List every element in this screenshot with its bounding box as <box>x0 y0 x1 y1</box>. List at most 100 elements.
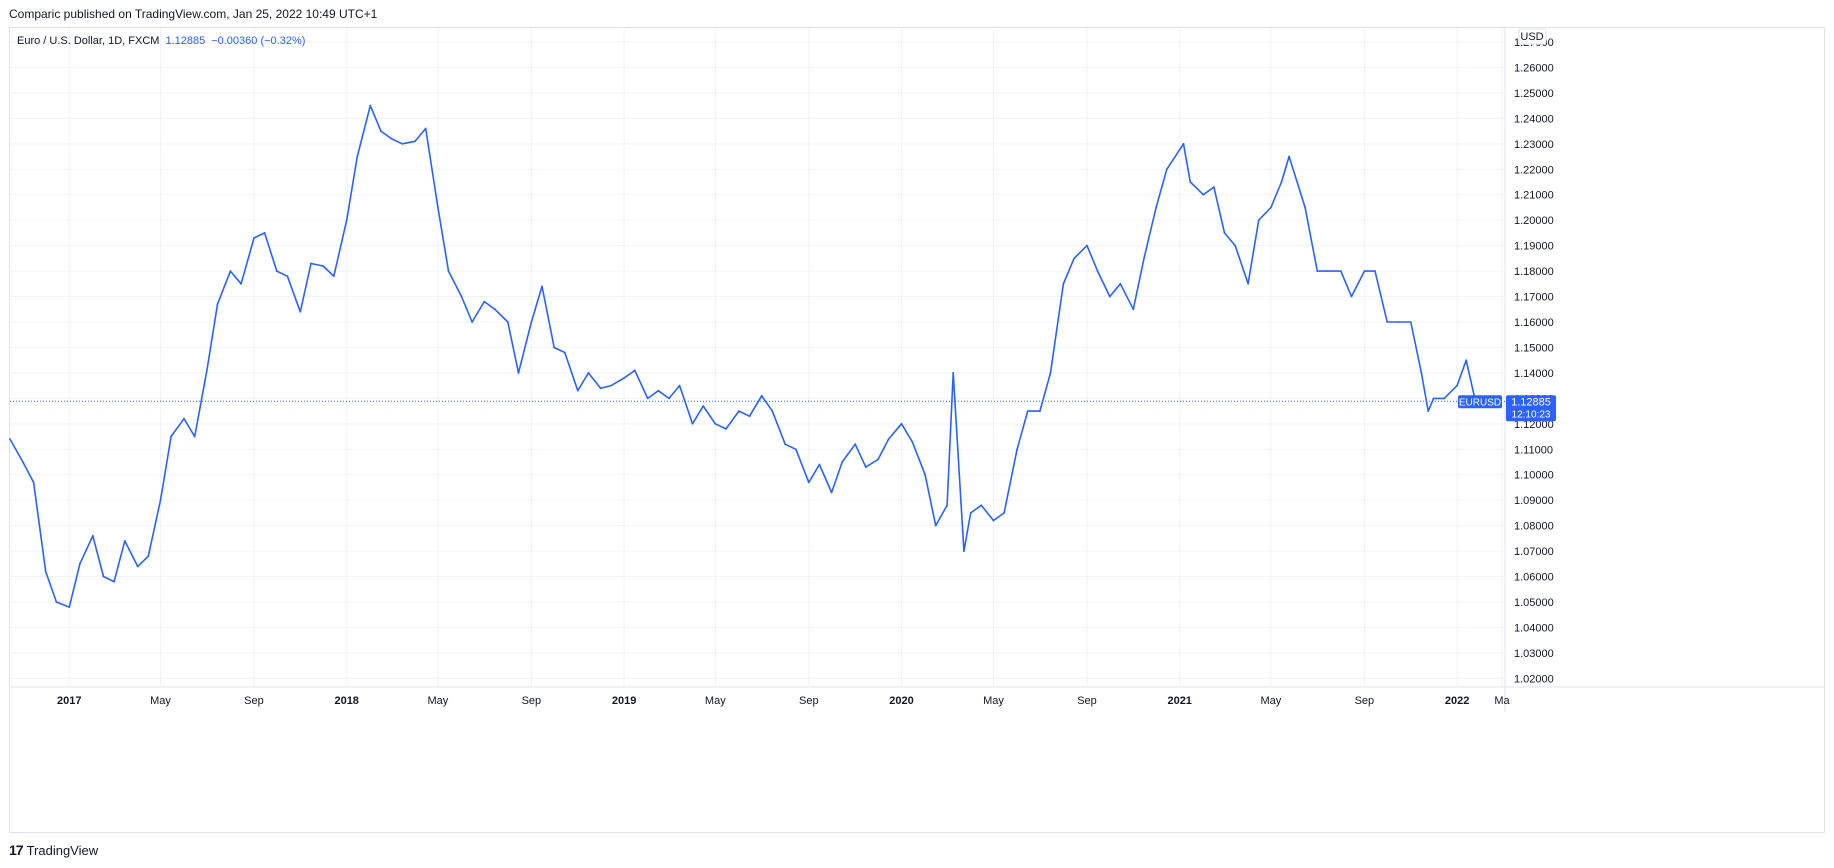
data-point <box>956 448 959 451</box>
data-point <box>678 384 681 387</box>
data-point <box>1420 372 1423 374</box>
data-point <box>946 504 948 507</box>
data-point <box>1386 321 1389 323</box>
x-tick-label: Sep <box>799 695 819 707</box>
data-point <box>807 481 810 484</box>
data-point <box>657 389 660 392</box>
data-point <box>760 394 763 397</box>
data-point <box>1119 282 1122 285</box>
tradingview-logo[interactable]: 17 TradingView <box>9 842 98 858</box>
data-point <box>1443 397 1446 400</box>
data-point <box>1350 295 1353 298</box>
data-point <box>530 321 533 323</box>
data-point <box>275 270 278 272</box>
chart-legend: Euro / U.S. Dollar, 1D, FXCM 1.12885 −0.… <box>17 35 305 47</box>
data-point <box>22 461 24 463</box>
x-tick-label: 2021 <box>1167 695 1191 707</box>
data-point <box>1288 155 1290 158</box>
data-point <box>68 606 71 608</box>
data-point <box>1202 193 1205 196</box>
data-point <box>345 219 348 222</box>
y-tick-label: 1.24000 <box>1514 113 1554 125</box>
data-point <box>911 440 914 443</box>
data-point <box>963 550 965 552</box>
data-point <box>623 377 625 379</box>
data-point <box>725 428 727 430</box>
data-point <box>1427 410 1430 412</box>
data-point <box>1304 206 1306 209</box>
series-layer <box>9 104 1505 608</box>
data-point <box>437 206 439 209</box>
data-point <box>1189 181 1192 183</box>
y-tick-label: 1.08000 <box>1514 521 1554 533</box>
y-tick-label: 1.12000 <box>1514 419 1554 431</box>
data-point <box>356 155 359 158</box>
data-point <box>1132 308 1135 311</box>
y-tick-label: 1.25000 <box>1514 88 1554 100</box>
data-point <box>517 372 520 374</box>
eurusd-price-line <box>9 104 1477 608</box>
data-point <box>1016 448 1018 451</box>
y-axis[interactable]: 1.02000 1.03000 1.04000 1.05000 1.06000 1.070… <box>1514 37 1554 685</box>
tradingview-brand-label: TradingView <box>26 842 99 858</box>
y-tick-label: 1.11000 <box>1514 444 1553 456</box>
data-point <box>992 519 995 522</box>
y-tick-label: 1.14000 <box>1514 368 1554 380</box>
data-point <box>1374 270 1376 272</box>
data-point <box>610 384 613 387</box>
data-point <box>599 387 602 390</box>
y-tick-label: 1.18000 <box>1514 266 1554 278</box>
x-tick-label: 2017 <box>57 695 81 707</box>
data-point <box>1257 219 1260 222</box>
data-point <box>193 435 196 438</box>
y-tick-label: 1.10000 <box>1514 470 1554 482</box>
data-point <box>447 270 450 272</box>
y-tick-label: 1.23000 <box>1514 139 1554 151</box>
data-point <box>1465 359 1468 362</box>
legend-symbol[interactable]: Euro / U.S. Dollar, 1D, FXCM <box>17 35 160 47</box>
price-tag-value: 1.12885 <box>1511 396 1551 408</box>
data-point <box>818 463 821 466</box>
data-point <box>541 285 543 288</box>
data-point <box>841 461 844 463</box>
data-point <box>369 104 372 107</box>
x-tick-label: 2020 <box>889 695 913 707</box>
data-point <box>1339 270 1342 272</box>
y-tick-label: 1.05000 <box>1514 597 1554 609</box>
y-tick-label: 1.15000 <box>1514 342 1554 354</box>
data-point <box>286 275 289 278</box>
data-point <box>494 308 496 311</box>
data-point <box>1280 181 1283 183</box>
data-point <box>877 458 879 461</box>
data-point <box>159 499 162 502</box>
data-point <box>136 565 139 568</box>
data-point <box>952 372 955 374</box>
y-tick-label: 1.17000 <box>1514 292 1554 304</box>
data-point <box>1039 410 1041 412</box>
data-point <box>1143 257 1145 260</box>
data-point <box>980 504 983 507</box>
data-point <box>1270 206 1272 209</box>
data-point <box>1363 270 1366 272</box>
y-tick-label: 1.21000 <box>1514 190 1554 202</box>
data-point <box>55 601 58 603</box>
data-point <box>1049 372 1052 374</box>
data-point <box>183 417 185 420</box>
published-caption: Comparic published on TradingView.com, J… <box>9 7 378 21</box>
data-point <box>702 405 705 407</box>
y-tick-label: 1.02000 <box>1514 673 1554 685</box>
data-point <box>900 422 903 425</box>
x-tick-label: May <box>428 695 449 707</box>
data-point <box>1213 186 1215 189</box>
data-point <box>102 575 105 578</box>
x-axis[interactable]: 2017 May Sep 2018 May Sep 2019 May Sep 2020 May Sep… <box>57 695 1510 707</box>
y-tick-label: 1.22000 <box>1514 164 1554 176</box>
x-tick-label: May <box>1261 695 1282 707</box>
price-tag-countdown: 12:10:23 <box>1512 409 1551 420</box>
legend-last-value: 1.12885 <box>165 35 206 47</box>
data-point <box>738 410 740 412</box>
data-point <box>887 438 890 440</box>
data-point <box>263 232 266 234</box>
